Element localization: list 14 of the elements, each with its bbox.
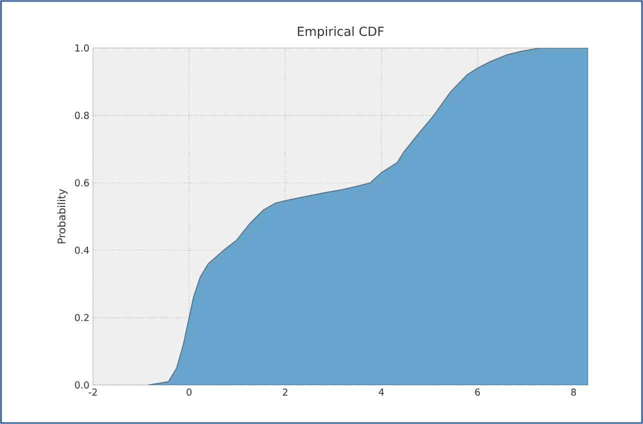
x-tick-label: -2 — [88, 388, 97, 396]
y-tick-label: 0.6 — [74, 179, 89, 186]
y-tick-label: 0.8 — [74, 112, 89, 119]
x-tick-label: 0 — [186, 388, 192, 396]
y-tick-label: 0.4 — [74, 246, 89, 254]
x-tick-label: 4 — [378, 388, 384, 396]
x-tick-label: 8 — [571, 388, 576, 396]
x-tick-label: 2 — [282, 388, 288, 396]
y-tick-label: 1.0 — [75, 44, 89, 52]
y-tick-label: 0.0 — [74, 381, 89, 389]
x-tick-label: 6 — [475, 388, 480, 396]
chart-title: Empirical CDF — [298, 26, 384, 38]
y-axis-title: Probability — [57, 189, 68, 244]
y-tick-label: 0.2 — [74, 314, 89, 322]
